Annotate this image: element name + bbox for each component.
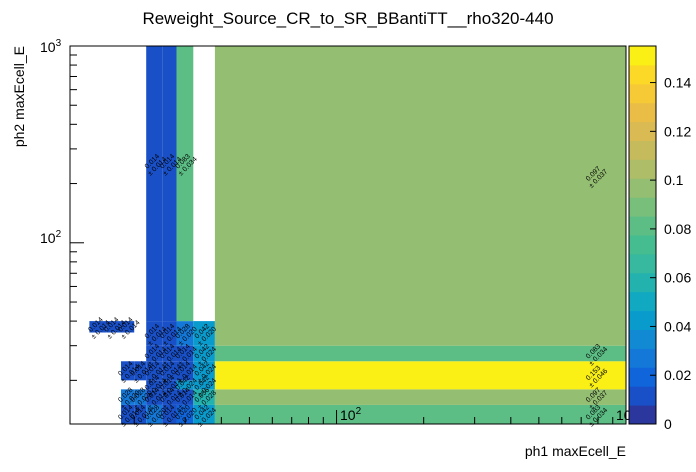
colorbar-band (629, 367, 656, 387)
colorbar-band (629, 83, 656, 104)
heatmap-cell (134, 389, 147, 405)
heatmap-cell (214, 361, 627, 390)
colorbar-band (629, 272, 656, 293)
y-tick-label-100: 102 (40, 229, 62, 246)
x-tick-label-100: 102 (340, 406, 362, 423)
heatmap-cells (89, 46, 627, 424)
heatmap-cell (176, 404, 194, 424)
colorbar-ticks: 0 0.02 0.04 0.06 0.08 0.1 0.12 0.14 (650, 75, 691, 432)
x-axis-ticks (133, 410, 627, 424)
x-axis-title: ph1 maxEcell_E (525, 443, 626, 459)
cell-annotation: 0.014± 0.014 (117, 316, 141, 340)
colorbar-tick-label: 0.12 (664, 123, 691, 139)
colorbar-tick-label: 0.08 (664, 221, 691, 237)
colorbar-band (629, 102, 656, 123)
y-axis-title: ph2 maxEcell_E (11, 46, 27, 147)
heatmap-cell (146, 404, 163, 424)
heatmap-cell (176, 321, 194, 346)
heatmap-cell (193, 321, 215, 346)
heatmap-cell (193, 380, 215, 390)
colorbar-band (629, 310, 656, 330)
colorbar-frame (628, 45, 657, 425)
heatmap-cell (214, 345, 627, 362)
heatmap-cell (120, 321, 135, 333)
heatmap-cell (146, 321, 163, 346)
heatmap-cell (89, 321, 107, 333)
heatmap-cell (120, 361, 135, 381)
colorbar-tick-label: 0 (664, 416, 672, 432)
heatmap-cell (162, 321, 177, 346)
heatmap-cell (193, 389, 215, 405)
colorbar-band (629, 235, 656, 255)
colorbar-band (629, 121, 656, 141)
colorbar-band (629, 216, 656, 236)
heatmap-cell (162, 389, 177, 405)
heatmap-cell (193, 361, 215, 381)
heatmap-cell (120, 404, 135, 424)
colorbar-band (629, 405, 656, 425)
colorbar-tick-label: 0.1 (664, 172, 684, 188)
heatmap-cell (146, 361, 163, 381)
heatmap-cell (162, 345, 177, 362)
heatmap-cell (134, 361, 147, 381)
heatmap-cell (214, 46, 627, 346)
heatmap-cell (146, 345, 163, 362)
colorbar-band (629, 348, 656, 368)
colorbar-band (629, 178, 656, 198)
y-axis-ticks (70, 45, 84, 381)
heatmap-cell (193, 345, 215, 362)
chart-title: Reweight_Source_CR_to_SR_BBantiTT__rho32… (142, 9, 553, 28)
colorbar-band (629, 46, 656, 66)
heatmap-cell (214, 404, 627, 424)
y-tick-label-1000: 103 (40, 38, 62, 55)
colorbar-tick-label: 0.04 (664, 318, 691, 334)
colorbar-tick-label: 0.02 (664, 367, 691, 383)
heatmap-cell (176, 46, 194, 322)
colorbar-band (629, 291, 656, 312)
heatmap-cell (146, 389, 163, 405)
heatmap-cell (162, 361, 177, 381)
heatmap-cell (162, 404, 177, 424)
heatmap-cell (176, 361, 194, 381)
heatmap-cell (106, 321, 121, 333)
heatmap-cell (134, 404, 147, 424)
colorbar-band (629, 64, 656, 85)
heatmap-cell (176, 380, 194, 390)
colorbar-band (629, 140, 656, 160)
colorbar-band (629, 386, 656, 406)
colorbar-band (629, 253, 656, 274)
plot-frame (69, 45, 627, 425)
heatmap-cell (193, 404, 215, 424)
colorbar-band (629, 159, 656, 179)
colorbar-band (629, 329, 656, 349)
heatmap-cell (176, 345, 194, 362)
heatmap-cell (162, 46, 177, 322)
heatmap-cell (146, 380, 163, 390)
colorbar-tick-label: 0.06 (664, 270, 691, 286)
heatmap-cell (162, 380, 177, 390)
heatmap-cell (214, 389, 627, 405)
heatmap-cell (120, 389, 135, 405)
heatmap-cell (176, 389, 194, 405)
heatmap-cell (146, 46, 163, 322)
colorbar-tick-label: 0.14 (664, 75, 691, 91)
colorbar-band (629, 197, 656, 217)
colorbar (628, 45, 657, 425)
